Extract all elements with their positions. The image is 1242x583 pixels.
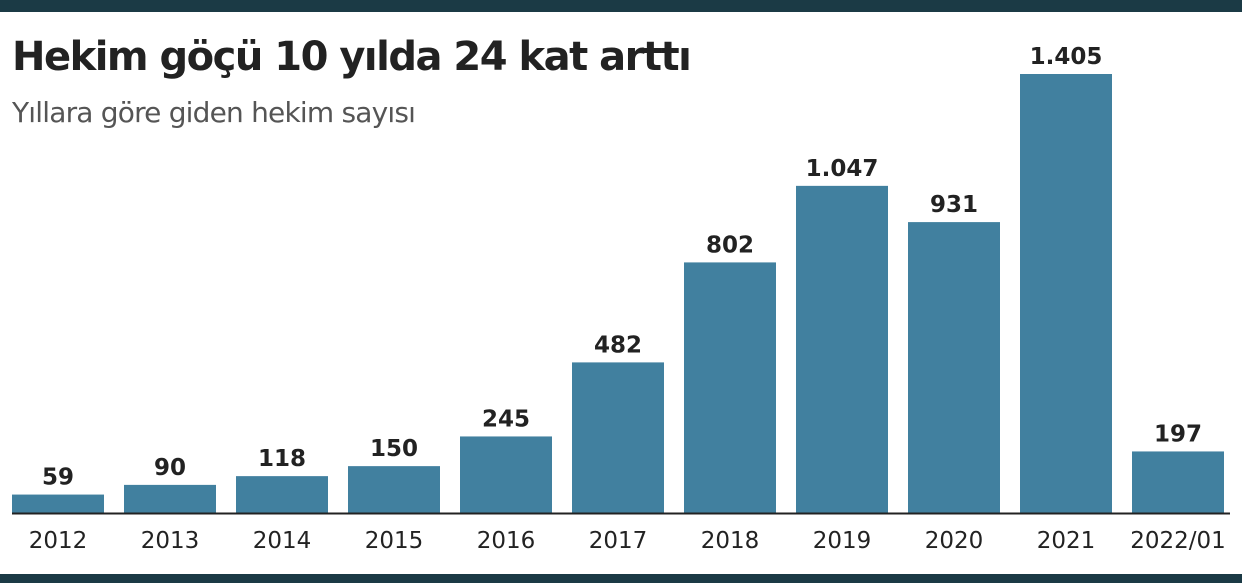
x-tick-label: 2012 — [29, 528, 88, 554]
x-tick-label: 2020 — [925, 528, 984, 554]
bar-value-label: 931 — [930, 192, 978, 218]
bar-2014 — [236, 476, 328, 513]
bar-value-label: 802 — [706, 232, 754, 258]
x-tick-label: 2021 — [1037, 528, 1096, 554]
bar-value-label: 59 — [42, 465, 74, 491]
bar-2012 — [12, 494, 104, 513]
bar-value-label: 482 — [594, 332, 642, 358]
x-tick-label: 2015 — [365, 528, 424, 554]
x-tick-label: 2016 — [477, 528, 536, 554]
x-tick-label: 2019 — [813, 528, 872, 554]
bar-2022-01 — [1132, 451, 1224, 513]
bar-value-label: 1.047 — [806, 156, 879, 182]
top-frame-strip — [0, 0, 1242, 12]
x-tick-label: 2013 — [141, 528, 200, 554]
bar-value-label: 150 — [370, 436, 418, 462]
chart-title: Hekim göçü 10 yılda 24 kat arttı — [12, 34, 692, 80]
bar-2018 — [684, 262, 776, 513]
bar-2021 — [1020, 74, 1112, 513]
bar-2020 — [908, 222, 1000, 513]
bottom-frame-strip — [0, 574, 1242, 583]
bar-value-label: 1.405 — [1030, 44, 1103, 70]
x-tick-label: 2014 — [253, 528, 312, 554]
bar-2015 — [348, 466, 440, 513]
x-tick-label: 2017 — [589, 528, 648, 554]
bar-2017 — [572, 362, 664, 513]
bar-2016 — [460, 436, 552, 513]
bar-value-label: 118 — [258, 446, 306, 472]
bar-value-label: 90 — [154, 455, 186, 481]
bar-value-label: 245 — [482, 406, 530, 432]
bar-2013 — [124, 484, 216, 513]
bar-2019 — [796, 185, 888, 513]
bar-value-label: 197 — [1154, 421, 1202, 447]
x-tick-label: 2022/01 — [1130, 528, 1226, 554]
x-tick-label: 2018 — [701, 528, 760, 554]
chart-subtitle: Yıllara göre giden hekim sayısı — [12, 96, 416, 129]
